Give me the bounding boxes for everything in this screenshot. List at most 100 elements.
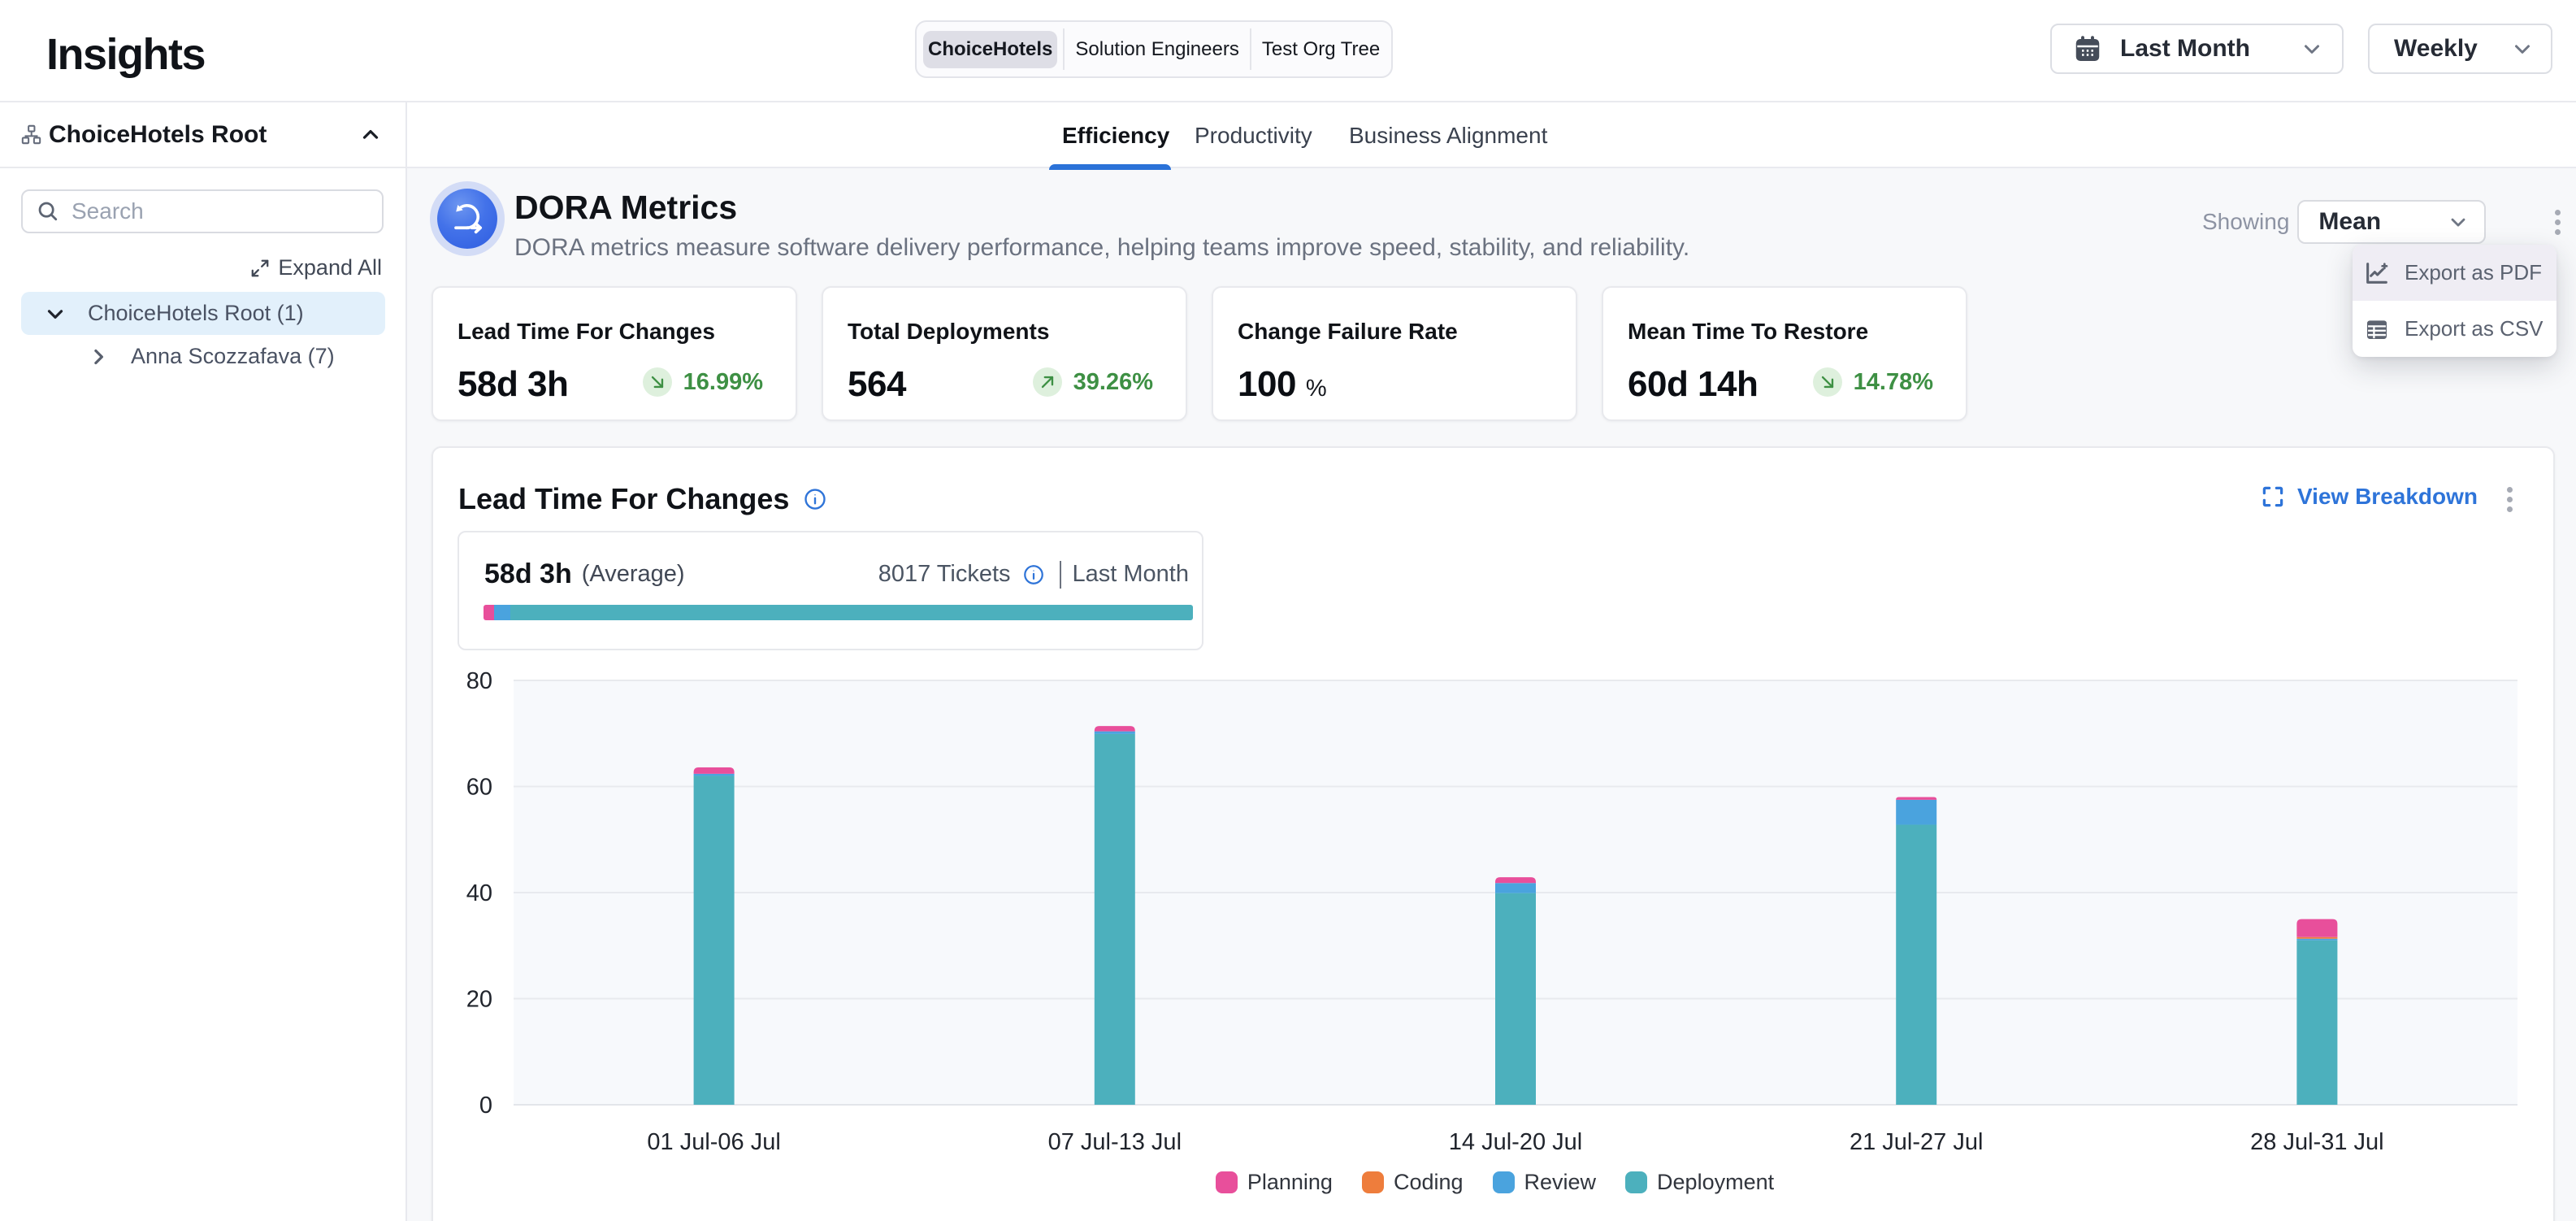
bar-segment-planning[interactable] bbox=[1896, 797, 1937, 800]
summary-qualifier: (Average) bbox=[581, 561, 685, 587]
metric-title: Mean Time To Restore bbox=[1628, 319, 1869, 344]
summary-bar-segment-planning bbox=[484, 605, 495, 620]
chevron-down-icon[interactable] bbox=[43, 302, 67, 326]
chart-title-row: Lead Time For Changes bbox=[458, 482, 827, 516]
dora-section-title: DORA Metrics bbox=[514, 189, 738, 226]
metric-unit: % bbox=[1305, 376, 1327, 402]
date-range-select[interactable]: Last Month bbox=[2050, 24, 2344, 74]
summary-average-value: 58d 3h bbox=[484, 558, 572, 589]
chart-summary-box: 58d 3h (Average) 8017 Tickets Last Month bbox=[458, 531, 1203, 650]
granularity-value: Weekly bbox=[2394, 35, 2478, 62]
aggregation-select[interactable]: Mean bbox=[2297, 200, 2487, 244]
expand-all-button[interactable]: Expand All bbox=[249, 255, 382, 280]
trend-down-icon bbox=[642, 367, 672, 397]
bar-segment-review[interactable] bbox=[1495, 883, 1536, 893]
main-content: Efficiency Productivity Business Alignme… bbox=[407, 102, 2576, 1221]
bar-segment-review[interactable] bbox=[693, 773, 735, 776]
expand-all-label: Expand All bbox=[278, 255, 382, 280]
tree-item-anna-scozzafava[interactable]: Anna Scozzafava (7) bbox=[21, 335, 385, 378]
legend-swatch bbox=[1625, 1171, 1648, 1193]
tab-productivity[interactable]: Productivity bbox=[1195, 122, 1312, 148]
bar-segment-deployment[interactable] bbox=[2296, 940, 2338, 1105]
summary-tickets-count: 8017 Tickets bbox=[878, 561, 1011, 587]
summary-bar-segment-deployment bbox=[510, 605, 1193, 620]
expand-diagonal-icon bbox=[249, 258, 271, 279]
bar-segment-review[interactable] bbox=[1094, 731, 1135, 734]
table-icon bbox=[2364, 316, 2390, 342]
org-tab-test-org-tree[interactable]: Test Org Tree bbox=[1249, 28, 1391, 71]
chevron-down-icon bbox=[2510, 37, 2535, 61]
menu-item-label: Export as CSV bbox=[2405, 316, 2543, 341]
metric-value: 564 bbox=[848, 364, 906, 404]
menu-item-export-pdf[interactable]: Export as PDF bbox=[2353, 245, 2556, 301]
y-axis-label: 80 bbox=[466, 668, 492, 694]
metric-delta: 39.26% bbox=[1073, 368, 1153, 395]
tree-item-choicehotels-root[interactable]: ChoiceHotels Root (1) bbox=[21, 292, 385, 335]
info-icon[interactable] bbox=[803, 487, 827, 511]
bar-segment-planning[interactable] bbox=[693, 767, 735, 774]
export-dropdown-menu: Export as PDF Export as CSV bbox=[2353, 245, 2556, 357]
summary-stacked-bar bbox=[484, 605, 1193, 620]
date-range-value: Last Month bbox=[2120, 35, 2250, 62]
org-tree-icon bbox=[20, 124, 42, 146]
sidebar-header: ChoiceHotels Root bbox=[0, 102, 405, 168]
x-axis-label: 14 Jul-20 Jul bbox=[1449, 1129, 1582, 1155]
collapse-sidebar-chevron-up-icon[interactable] bbox=[358, 123, 383, 147]
view-tabs: Efficiency Productivity Business Alignme… bbox=[407, 102, 2576, 170]
bar-segment-review[interactable] bbox=[2296, 938, 2338, 941]
bar-segment-review[interactable] bbox=[1896, 799, 1937, 825]
lead-time-chart-card: 0 20 40 60 80 01 Jul-06 Jul 07 Jul-13 Jul 14 Ju… bbox=[432, 446, 2555, 1221]
chevron-down-icon bbox=[2447, 211, 2470, 233]
legend-label: Review bbox=[1524, 1170, 1597, 1194]
bar-segment-deployment[interactable] bbox=[1896, 824, 1937, 1105]
bar-segment-planning[interactable] bbox=[2296, 919, 2338, 937]
x-axis-label: 21 Jul-27 Jul bbox=[1850, 1129, 1983, 1155]
y-axis-label: 20 bbox=[466, 987, 492, 1013]
chevron-right-icon[interactable] bbox=[86, 345, 111, 369]
search-input[interactable] bbox=[72, 198, 364, 224]
granularity-select[interactable]: Weekly bbox=[2368, 24, 2552, 74]
legend-label: Coding bbox=[1393, 1170, 1464, 1194]
x-axis-label: 07 Jul-13 Jul bbox=[1048, 1129, 1182, 1155]
metric-title: Total Deployments bbox=[848, 319, 1050, 344]
info-icon[interactable] bbox=[1022, 563, 1045, 586]
metric-title: Lead Time For Changes bbox=[458, 319, 715, 344]
sidebar-title: ChoiceHotels Root bbox=[49, 120, 267, 148]
legend-swatch bbox=[1492, 1171, 1515, 1193]
tab-business-alignment[interactable]: Business Alignment bbox=[1349, 122, 1548, 148]
bar-segment-planning[interactable] bbox=[1495, 877, 1536, 884]
chart-kebab-menu-button[interactable] bbox=[2491, 477, 2527, 521]
legend-item-planning[interactable]: Planning bbox=[1215, 1170, 1333, 1195]
sidebar: ChoiceHotels Root Expand All ChoiceHotel… bbox=[0, 102, 407, 1221]
metric-delta-badge: 39.26% bbox=[1032, 367, 1153, 397]
bar-segment-deployment[interactable] bbox=[693, 776, 735, 1105]
page-title: Insights bbox=[46, 30, 206, 79]
calendar-icon bbox=[2073, 34, 2102, 63]
bar-segment-deployment[interactable] bbox=[1495, 893, 1536, 1105]
metric-delta: 16.99% bbox=[683, 368, 763, 395]
metric-delta-badge: 14.78% bbox=[1812, 367, 1933, 397]
tab-efficiency[interactable]: Efficiency bbox=[1048, 102, 1172, 170]
menu-item-label: Export as PDF bbox=[2405, 260, 2543, 285]
aggregation-value: Mean bbox=[2318, 208, 2382, 235]
bar-segment-coding[interactable] bbox=[2296, 936, 2338, 939]
bar-segment-planning[interactable] bbox=[1094, 726, 1135, 732]
separator bbox=[1059, 560, 1061, 589]
legend-item-deployment[interactable]: Deployment bbox=[1625, 1170, 1774, 1195]
bar-segment-deployment[interactable] bbox=[1094, 733, 1135, 1105]
org-tab-solution-engineers[interactable]: Solution Engineers bbox=[1063, 28, 1250, 71]
top-header: Insights ChoiceHotels Solution Engineers… bbox=[0, 0, 2576, 102]
trend-up-icon bbox=[1032, 367, 1062, 397]
metric-value: 100% bbox=[1238, 364, 1327, 404]
legend-label: Planning bbox=[1247, 1170, 1333, 1194]
metric-title: Change Failure Rate bbox=[1238, 319, 1458, 344]
legend-item-coding[interactable]: Coding bbox=[1361, 1170, 1464, 1195]
dora-section-description: DORA metrics measure software delivery p… bbox=[514, 234, 1690, 261]
menu-item-export-csv[interactable]: Export as CSV bbox=[2353, 301, 2556, 357]
legend-item-review[interactable]: Review bbox=[1492, 1170, 1597, 1195]
metric-card-mean-time-to-restore: Mean Time To Restore 60d 14h 14.78% bbox=[1602, 286, 1967, 421]
tree-item-label: Anna Scozzafava (7) bbox=[131, 344, 335, 368]
view-breakdown-button[interactable]: View Breakdown bbox=[2261, 484, 2478, 510]
export-kebab-menu-button[interactable] bbox=[2539, 200, 2575, 244]
org-tab-choicehotels[interactable]: ChoiceHotels bbox=[917, 28, 1064, 71]
